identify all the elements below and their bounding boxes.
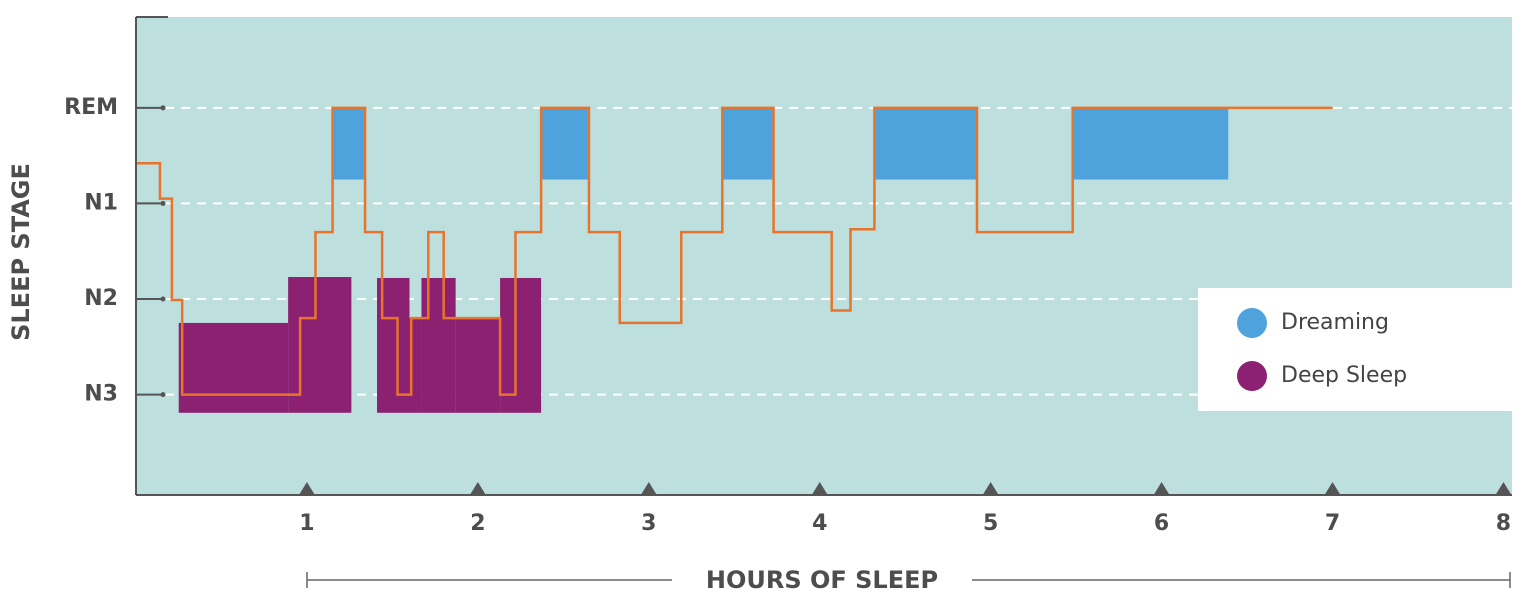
x-tick — [1495, 482, 1512, 495]
legend-label: Dreaming — [1281, 310, 1389, 335]
x-axis-title: HOURS OF SLEEP — [706, 566, 938, 594]
x-tick-label: 3 — [641, 511, 656, 536]
x-tick — [811, 482, 828, 495]
legend-swatch — [1237, 361, 1267, 391]
x-tick — [640, 482, 657, 495]
region — [332, 107, 366, 180]
x-tick — [469, 482, 486, 495]
y-tick-label: N3 — [84, 382, 118, 407]
region — [1072, 107, 1229, 180]
y-tick-dot — [160, 392, 166, 398]
legend-box — [1198, 288, 1512, 411]
region — [722, 107, 774, 180]
region — [409, 318, 422, 413]
x-tick — [1324, 482, 1341, 495]
region — [288, 277, 352, 413]
region — [874, 107, 977, 180]
x-tick — [982, 482, 999, 495]
x-tick-label: 8 — [1496, 511, 1511, 536]
region — [421, 277, 456, 413]
x-tick-label: 6 — [1154, 511, 1169, 536]
region — [541, 107, 589, 180]
x-tick-label: 7 — [1325, 511, 1340, 536]
y-axis-title: SLEEP STAGE — [7, 163, 35, 341]
y-tick-label: N1 — [84, 190, 118, 215]
legend-label: Deep Sleep — [1281, 363, 1407, 388]
x-tick-label: 5 — [983, 511, 998, 536]
x-tick-label: 1 — [299, 511, 314, 536]
y-tick-label: REM — [64, 95, 118, 120]
x-tick — [1153, 482, 1170, 495]
x-tick-label: 4 — [812, 511, 827, 536]
y-tick-label: N2 — [84, 286, 118, 311]
x-title-bg — [672, 562, 972, 598]
y-tick-dot — [160, 105, 166, 111]
region — [178, 322, 289, 413]
y-tick-dot — [160, 296, 166, 302]
hypnogram-line — [136, 106, 1333, 396]
x-tick-label: 2 — [470, 511, 485, 536]
x-tick — [298, 482, 315, 495]
y-tick-dot — [160, 200, 166, 206]
plot-area — [136, 17, 1512, 495]
legend-swatch — [1237, 308, 1267, 338]
region — [455, 318, 501, 413]
region — [500, 277, 542, 413]
